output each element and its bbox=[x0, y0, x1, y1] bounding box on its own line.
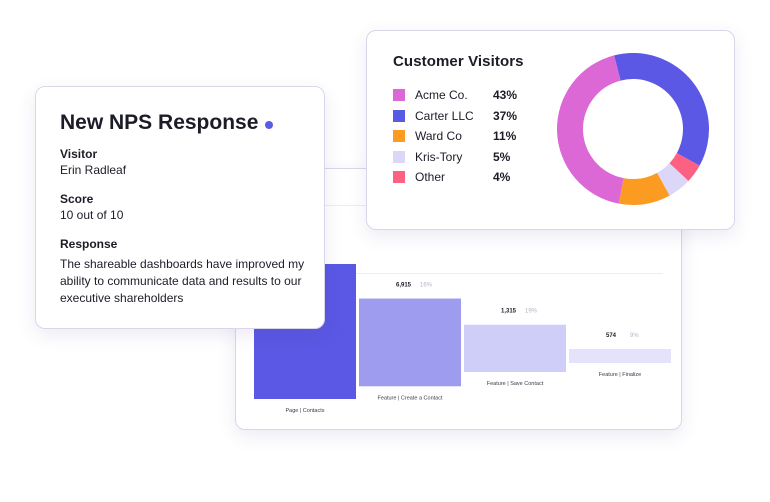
legend-percent: 37% bbox=[493, 108, 518, 123]
score-value: 10 out of 10 bbox=[60, 208, 124, 222]
visitor-label: Visitor bbox=[60, 147, 98, 161]
legend-item-ward: Ward Co 11% bbox=[393, 126, 517, 147]
legend-swatch bbox=[393, 109, 405, 122]
donut-slice-kris-tory bbox=[657, 163, 689, 196]
legend-name: Ward Co bbox=[415, 129, 462, 144]
legend-item-acme: Acme Co. 43% bbox=[393, 85, 517, 106]
nps-title: New NPS Response bbox=[60, 111, 274, 135]
legend-item-other: Other 4% bbox=[393, 167, 517, 188]
legend-name: Other bbox=[415, 170, 446, 185]
funnel-count: 6,915 bbox=[396, 283, 412, 289]
funnel-gridline bbox=[256, 273, 663, 274]
response-label: Response bbox=[60, 237, 118, 251]
legend-percent: 11% bbox=[493, 129, 517, 144]
score-label: Score bbox=[60, 192, 94, 206]
funnel-bar bbox=[569, 348, 671, 363]
funnel-bar bbox=[464, 324, 566, 372]
customer-visitors-card: Customer Visitors Acme Co. 43% Carter LL… bbox=[366, 30, 735, 230]
funnel-step-label: Feature | Create a Contact bbox=[377, 395, 442, 401]
legend-swatch bbox=[393, 89, 405, 102]
new-indicator-dot-icon bbox=[265, 120, 274, 129]
legend-swatch bbox=[393, 171, 405, 184]
funnel-count: 1,315 bbox=[501, 309, 517, 315]
donut-slice-ward bbox=[618, 172, 670, 205]
funnel-step-label: Feature | Save Contact bbox=[487, 381, 544, 387]
legend-percent: 43% bbox=[493, 88, 518, 103]
nps-response-card: New NPS Response Visitor Erin Radleaf Sc… bbox=[35, 86, 325, 329]
legend-name: Carter LLC bbox=[415, 108, 474, 123]
legend-percent: 4% bbox=[493, 170, 511, 185]
donut-slice-acme bbox=[557, 55, 624, 204]
legend-item-kris-tory: Kris-Tory 5% bbox=[393, 147, 517, 168]
visitor-value: Erin Radleaf bbox=[60, 163, 127, 177]
donut-legend: Acme Co. 43% Carter LLC 37% Ward Co 11% … bbox=[393, 85, 517, 188]
funnel-count: 574 bbox=[606, 333, 617, 339]
donut-slice-other bbox=[669, 153, 700, 182]
funnel-bar bbox=[359, 298, 461, 387]
visitors-donut-chart bbox=[557, 52, 709, 205]
legend-item-carter: Carter LLC 37% bbox=[393, 106, 517, 127]
funnel-step-label: Page | Contacts bbox=[285, 408, 324, 414]
funnel-percent: 19% bbox=[525, 309, 538, 315]
customer-visitors-title: Customer Visitors bbox=[393, 53, 524, 70]
legend-percent: 5% bbox=[493, 149, 511, 164]
response-value: The shareable dashboards have improved m… bbox=[60, 257, 305, 305]
legend-swatch bbox=[393, 150, 405, 163]
nps-title-text: New NPS Response bbox=[60, 111, 259, 134]
legend-swatch bbox=[393, 130, 405, 143]
legend-name: Kris-Tory bbox=[415, 149, 463, 164]
funnel-percent: 16% bbox=[420, 283, 433, 289]
donut-slice-carter bbox=[614, 52, 709, 166]
funnel-percent: 9% bbox=[630, 333, 639, 339]
funnel-step-label: Feature | Finalize bbox=[599, 372, 641, 378]
legend-name: Acme Co. bbox=[415, 88, 468, 103]
